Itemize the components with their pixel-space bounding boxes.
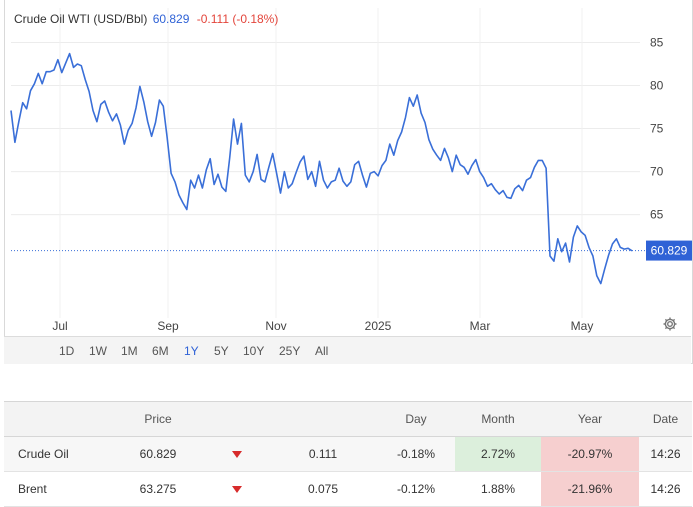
settings-gear-icon[interactable] [662,316,678,332]
commodity-table: Price Day Month Year Date Crude Oil 60.8… [4,401,692,507]
y-tick-label: 70 [650,165,664,179]
down-arrow-icon [232,451,242,458]
col-price: Price [111,401,205,437]
range-10y[interactable]: 10Y [243,344,265,358]
range-1d[interactable]: 1D [59,344,75,358]
chart-header: Crude Oil WTI (USD/Bbl) 60.829 -0.111 (-… [14,12,278,26]
x-tick-label: Nov [265,319,286,333]
commodity-name[interactable]: Brent [4,471,111,507]
x-tick-label: May [571,319,594,333]
range-1m[interactable]: 1M [121,344,138,358]
col-date: Date [639,401,692,437]
last-value-badge [646,240,692,261]
x-tick-label: Mar [470,319,491,333]
commodity-month-pct: 1.88% [455,471,541,507]
current-price: 60.829 [152,12,190,26]
range-1w[interactable]: 1W [89,344,107,358]
y-tick-label: 80 [650,79,664,93]
last-value-label: 60.829 [651,244,688,258]
table-header: Price Day Month Year Date [4,401,692,437]
range-5y[interactable]: 5Y [214,344,229,358]
x-tick-label: Sep [157,319,179,333]
commodity-date: 14:26 [639,436,692,472]
y-tick-label: 85 [650,35,664,49]
range-1y[interactable]: 1Y [184,344,199,358]
chart-panel [4,0,693,364]
y-tick-label: 75 [650,122,664,136]
commodity-change: 0.075 [269,471,377,507]
commodity-day-pct: -0.18% [377,436,455,472]
y-tick-label: 65 [650,208,664,222]
commodity-name[interactable]: Crude Oil [4,436,111,472]
commodity-price: 60.829 [111,436,205,472]
commodity-month-pct: 2.72% [455,436,541,472]
commodity-year-pct: -21.96% [541,471,639,507]
range-25y[interactable]: 25Y [279,344,301,358]
chart-title: Crude Oil WTI (USD/Bbl) [14,12,148,26]
commodity-day-pct: -0.12% [377,471,455,507]
col-day: Day [377,401,455,437]
commodity-date: 14:26 [639,471,692,507]
range-selector: 1D 1W 1M 6M 1Y 5Y 10Y 25Y All [4,336,691,364]
table-row[interactable]: Brent 63.275 0.075 -0.12% 1.88% -21.96% … [4,471,692,507]
commodity-price: 63.275 [111,471,205,507]
price-change: -0.111 (-0.18%) [196,12,279,26]
x-tick-label: Jul [52,319,67,333]
commodity-year-pct: -20.97% [541,436,639,472]
price-series-line [10,52,633,285]
table-row[interactable]: Crude Oil 60.829 0.111 -0.18% 2.72% -20.… [4,436,692,472]
col-year: Year [541,401,639,437]
price-chart: 85 80 75 70 65 Jul Sep Nov 2025 Mar May 60.829 [10,8,692,333]
commodity-change: 0.111 [269,436,377,472]
range-all[interactable]: All [315,344,329,358]
x-tick-label: 2025 [365,319,392,333]
range-6m[interactable]: 6M [152,344,169,358]
down-arrow-icon [232,486,242,493]
col-month: Month [455,401,541,437]
